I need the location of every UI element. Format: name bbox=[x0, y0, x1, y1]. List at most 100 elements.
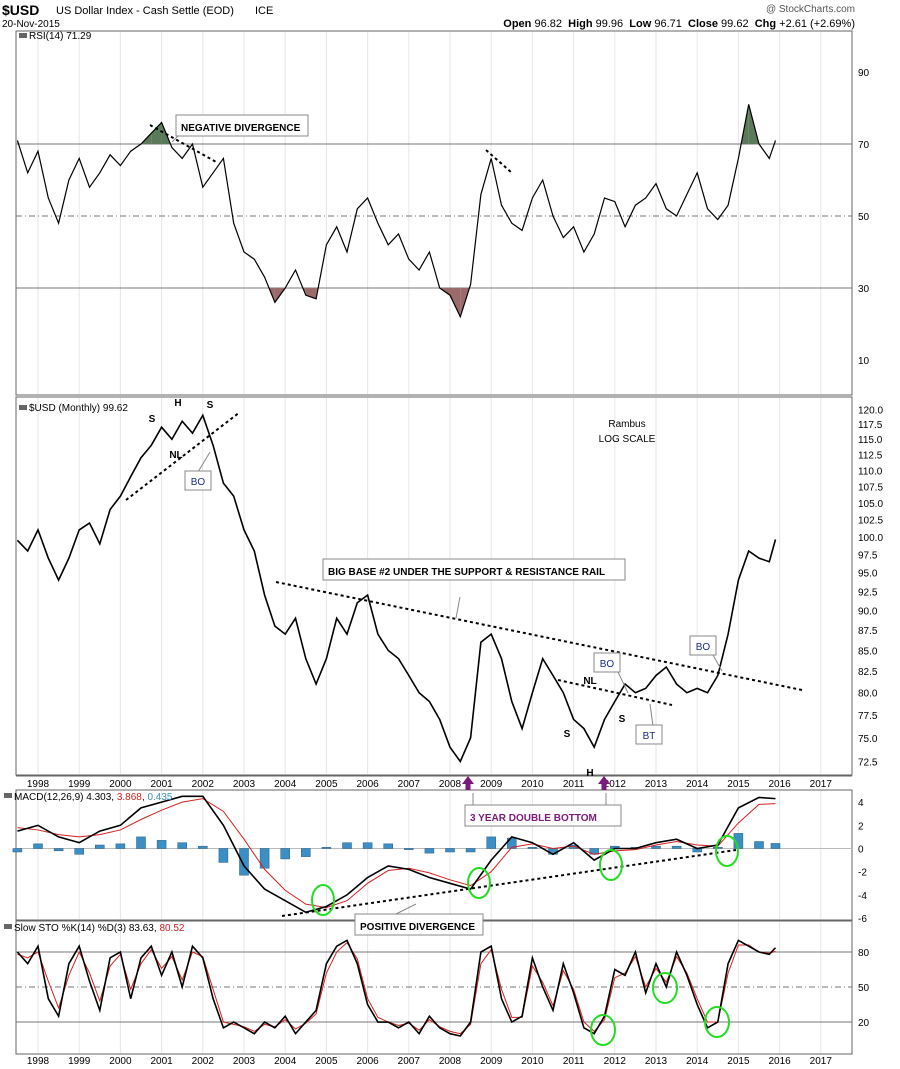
sto-legend-name: Slow STO %K(14) %D(3) 83.63, bbox=[14, 923, 159, 934]
macd-histogram-bar bbox=[465, 848, 476, 853]
macd-histogram-bar bbox=[95, 844, 105, 849]
year-tick-label: 2013 bbox=[645, 779, 668, 790]
year-tick-label: 2005 bbox=[315, 1056, 338, 1067]
breakout-label: BO bbox=[191, 477, 206, 488]
price-tick-label: 102.5 bbox=[858, 516, 883, 527]
macd-histogram-bar bbox=[527, 847, 538, 849]
macd-histogram-bar bbox=[445, 848, 455, 853]
sto-tick-label: 20 bbox=[858, 1018, 870, 1029]
sto-legend-swatch bbox=[4, 924, 12, 929]
macd-divergence-trendline bbox=[281, 849, 737, 917]
year-tick-label: 2009 bbox=[480, 1056, 503, 1067]
highlight-circle bbox=[715, 835, 739, 867]
price-tick-label: 95.0 bbox=[858, 569, 878, 580]
double-bottom-arrow-2 bbox=[598, 776, 610, 790]
price-tick-label: 105.0 bbox=[858, 499, 883, 510]
rsi-tick-label: 90 bbox=[858, 68, 870, 79]
year-tick-label: 2001 bbox=[150, 1056, 173, 1067]
positive-divergence-label-box bbox=[354, 913, 484, 936]
macd-histogram-bar bbox=[651, 845, 661, 849]
macd-histogram-bar bbox=[218, 848, 229, 863]
breakout-label-box bbox=[593, 652, 621, 673]
double-bottom-label: 3 YEAR DOUBLE BOTTOM bbox=[470, 813, 597, 824]
price-tick-label: 92.5 bbox=[858, 587, 878, 598]
chg-value: +2.61 (+2.69%) bbox=[779, 18, 855, 30]
callout-pointer bbox=[395, 903, 417, 915]
macd-histogram-bar bbox=[754, 841, 764, 849]
year-tick-label: 2006 bbox=[356, 1056, 379, 1067]
macd-histogram-bar bbox=[301, 848, 311, 857]
macd-legend-swatch bbox=[4, 793, 12, 798]
year-tick-label: 1998 bbox=[27, 1056, 50, 1067]
low-value: 96.71 bbox=[654, 18, 682, 30]
macd-tick-label: 4 bbox=[858, 798, 864, 809]
price-tick-label: 77.5 bbox=[858, 711, 878, 722]
year-tick-label: 2010 bbox=[521, 1056, 544, 1067]
price-tick-label: 117.5 bbox=[858, 420, 883, 431]
high-value: 99.96 bbox=[595, 18, 624, 30]
year-tick-label: 2003 bbox=[233, 1056, 256, 1067]
price-line bbox=[16, 413, 777, 764]
sto-legend: Slow STO %K(14) %D(3) 83.63, 80.52 bbox=[14, 923, 185, 934]
macd-histogram-bar bbox=[404, 848, 414, 850]
year-tick-label: 2016 bbox=[768, 779, 791, 790]
low-label: Low bbox=[629, 18, 652, 30]
shoulder-label: S bbox=[149, 414, 156, 425]
year-tick-label: 2007 bbox=[398, 1056, 421, 1067]
macd-histogram-bar bbox=[486, 836, 496, 849]
macd-histogram-bar bbox=[671, 845, 682, 849]
year-tick-label: 2000 bbox=[109, 1056, 132, 1067]
close-value: 99.62 bbox=[721, 18, 749, 30]
double-bottom-label-box bbox=[464, 804, 622, 827]
year-tick-label: 2008 bbox=[439, 779, 462, 790]
price-tick-label: 75.0 bbox=[858, 734, 878, 745]
high-label: High bbox=[568, 18, 593, 30]
year-tick-label: 2014 bbox=[686, 779, 709, 790]
shoulder-label: S bbox=[207, 400, 214, 411]
year-tick-label: 2001 bbox=[150, 779, 173, 790]
year-tick-label: 2005 bbox=[315, 779, 338, 790]
macd-tick-label: -4 bbox=[858, 891, 867, 902]
shoulder-label: S bbox=[619, 714, 626, 725]
price-tick-label: 85.0 bbox=[858, 646, 878, 657]
quote-bar: Open 96.82 High 99.96 Low 96.71 Close 99… bbox=[503, 18, 855, 30]
panel-frame-price bbox=[15, 396, 853, 776]
symbol: $USD bbox=[2, 2, 40, 18]
highlight-circle bbox=[590, 1014, 616, 1046]
highlight-circle bbox=[311, 884, 335, 916]
macd-histogram-bar bbox=[198, 845, 208, 849]
year-tick-label: 2012 bbox=[604, 779, 627, 790]
year-tick-label: 1999 bbox=[68, 779, 91, 790]
price-tick-label: 120.0 bbox=[858, 406, 883, 417]
price-tick-label: 107.5 bbox=[858, 482, 883, 493]
sto-d-value: 80.52 bbox=[159, 923, 184, 934]
macd-histogram-bar bbox=[770, 843, 781, 849]
breakout-label-box bbox=[689, 635, 717, 656]
macd-histogram-bar bbox=[280, 848, 290, 860]
year-tick-label: 1999 bbox=[68, 1056, 91, 1067]
rsi-tick-label: 30 bbox=[858, 284, 870, 295]
rsi-tick-label: 70 bbox=[858, 140, 870, 151]
year-tick-label: 2000 bbox=[109, 779, 132, 790]
neckline-label: NL bbox=[583, 676, 596, 687]
highlight-circle bbox=[704, 1006, 730, 1038]
price-tick-label: 115.0 bbox=[858, 435, 883, 446]
callout-pointer bbox=[617, 671, 629, 694]
double-bottom-arrow-1 bbox=[462, 776, 474, 790]
negative-divergence-label-box bbox=[175, 114, 309, 137]
sto-tick-label: 50 bbox=[858, 983, 870, 994]
macd-legend: MACD(12,26,9) 4.303, 3.868, 0.435 bbox=[14, 792, 173, 803]
breakout-label-box bbox=[184, 470, 212, 491]
callout-pointer bbox=[649, 703, 654, 727]
rsi-line bbox=[16, 104, 777, 319]
instrument-name: US Dollar Index - Cash Settle (EOD) bbox=[56, 5, 234, 17]
big-base-label: BIG BASE #2 UNDER THE SUPPORT & RESISTAN… bbox=[328, 567, 605, 578]
macd-histogram-bar bbox=[115, 843, 126, 849]
neckline-label: NL bbox=[169, 450, 182, 461]
rsi-oversold-fill bbox=[450, 288, 461, 317]
price-tick-label: 72.5 bbox=[858, 758, 878, 769]
positive-divergence-label: POSITIVE DIVERGENCE bbox=[360, 922, 475, 933]
sto-k-line bbox=[16, 939, 777, 1037]
